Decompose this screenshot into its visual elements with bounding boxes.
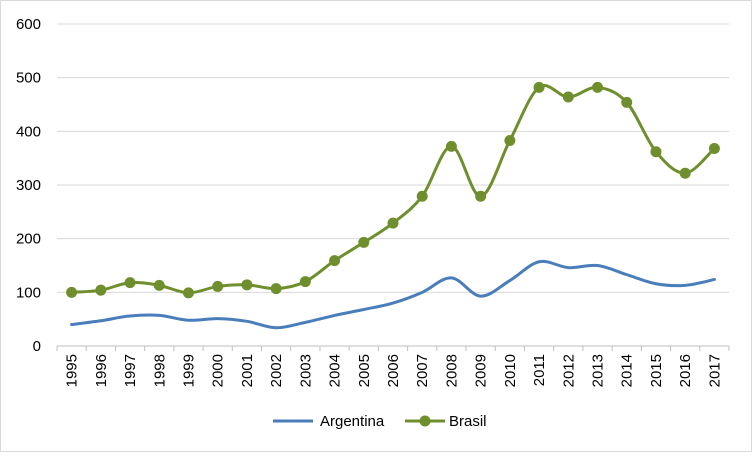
y-tick-label: 300 <box>16 177 41 194</box>
data-point-brasil <box>679 167 691 179</box>
legend-marker-brasil <box>419 415 431 427</box>
data-point-brasil <box>124 277 136 289</box>
data-point-brasil <box>650 146 662 158</box>
data-point-brasil <box>592 81 604 93</box>
data-point-brasil <box>387 217 399 229</box>
x-tick-label: 2010 <box>502 354 519 387</box>
data-point-brasil <box>475 190 487 202</box>
x-tick-label: 2003 <box>297 354 314 387</box>
x-tick-label: 2012 <box>560 354 577 387</box>
x-tick-label: 2013 <box>590 354 607 387</box>
data-point-brasil <box>95 284 107 296</box>
data-point-brasil <box>562 91 574 103</box>
x-tick-label: 1996 <box>93 354 110 387</box>
data-point-brasil <box>445 140 457 152</box>
y-tick-label: 400 <box>16 123 41 140</box>
legend: Argentina Brasil <box>273 413 487 430</box>
data-point-brasil <box>66 286 78 298</box>
x-tick-label: 2000 <box>210 354 227 387</box>
data-point-brasil <box>358 236 370 248</box>
data-point-brasil <box>270 283 282 295</box>
legend-label-brasil: Brasil <box>449 413 487 430</box>
y-tick-label: 600 <box>16 16 41 33</box>
x-tick-label: 2001 <box>239 354 256 387</box>
x-tick-label: 2007 <box>414 354 431 387</box>
series-line-argentina <box>70 259 716 330</box>
x-axis: 1995 1996 1997 1998 1999 2000 2001 2002 2003 2004… <box>56 345 730 387</box>
x-tick-label: 2004 <box>327 354 344 387</box>
x-tick-label: 1997 <box>122 354 139 387</box>
data-point-brasil <box>212 280 224 292</box>
data-point-brasil <box>241 279 253 291</box>
x-tick-label: 2002 <box>268 354 285 387</box>
x-tick-label: 2015 <box>648 354 665 387</box>
x-tick-label: 2011 <box>531 354 548 386</box>
y-tick-label: 100 <box>16 284 41 301</box>
data-point-brasil <box>329 255 341 267</box>
data-point-brasil <box>621 96 633 108</box>
x-tick-label: 1999 <box>180 354 197 387</box>
gridlines <box>57 23 729 293</box>
x-tick-label: 1995 <box>64 354 81 387</box>
data-point-brasil <box>416 190 428 202</box>
legend-label-argentina: Argentina <box>320 413 385 430</box>
x-tick-label: 2016 <box>677 354 694 387</box>
x-tick-label: 2006 <box>385 354 402 387</box>
data-point-brasil <box>504 134 516 146</box>
series-line-brasil <box>70 84 716 295</box>
x-tick-label: 2009 <box>473 354 490 387</box>
series-lines <box>66 81 720 330</box>
x-tick-label: 2005 <box>356 354 373 387</box>
x-tick-label: 2017 <box>706 354 723 387</box>
data-point-brasil <box>153 279 165 291</box>
x-tick-label: 1998 <box>151 354 168 387</box>
y-axis: 0 100 200 300 400 500 600 <box>16 16 41 355</box>
data-point-brasil <box>299 276 311 288</box>
data-point-brasil <box>533 81 545 93</box>
y-tick-label: 200 <box>16 231 41 248</box>
data-point-brasil <box>708 143 720 155</box>
data-point-brasil <box>182 287 194 299</box>
y-tick-label: 500 <box>16 70 41 87</box>
x-tick-label: 2014 <box>619 354 636 387</box>
x-tick-label: 2008 <box>443 354 460 387</box>
y-tick-label: 0 <box>33 338 41 355</box>
